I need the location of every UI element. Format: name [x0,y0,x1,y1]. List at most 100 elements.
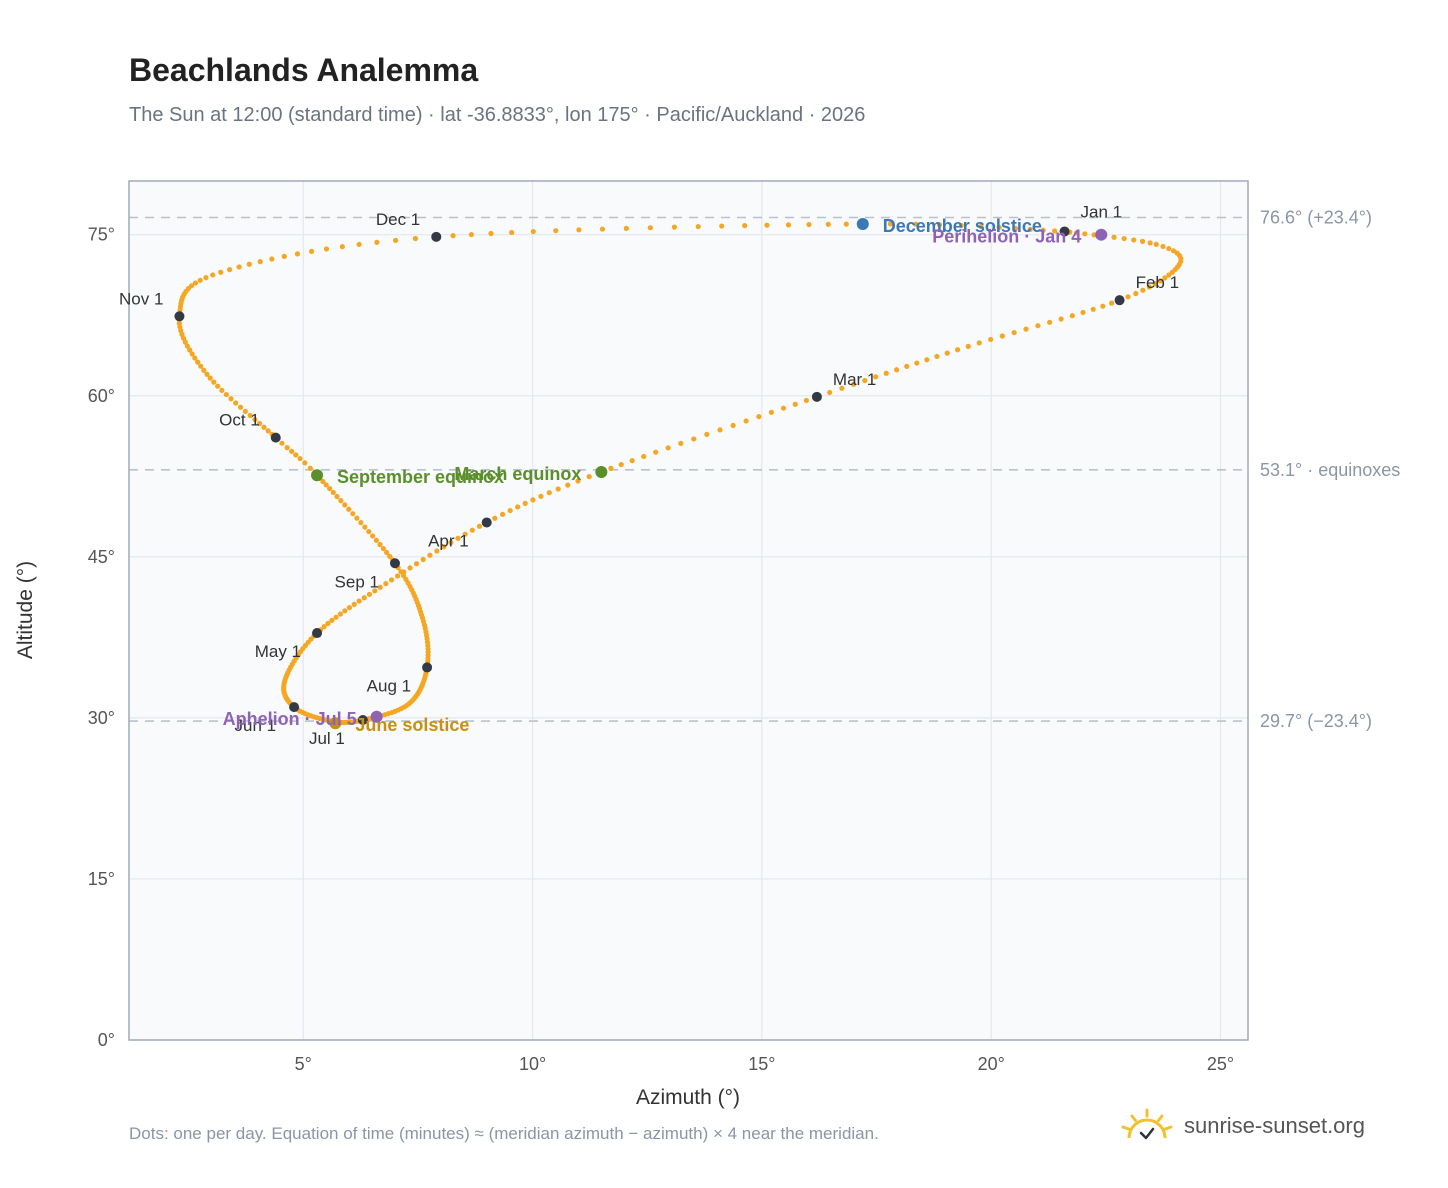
day-dot [265,428,271,434]
day-dot [223,391,229,398]
day-dot [1160,243,1166,250]
day-dot [976,340,982,346]
day-dot [377,584,383,590]
day-dot [192,280,199,286]
day-dot [1147,240,1153,246]
day-dot [308,248,315,254]
day-dot [1146,284,1152,290]
y-tick-label: 75° [88,225,115,245]
day-dot [913,221,919,227]
day-dot [988,336,994,343]
day-dot [954,347,961,353]
day-dot [934,353,940,360]
day-dot [374,239,380,245]
day-dot [1027,226,1033,233]
day-dot [1166,272,1172,278]
month-marker [481,517,492,528]
day-dot [211,379,217,385]
day-dot [717,427,723,433]
day-dot [530,228,536,235]
day-dot [641,453,647,460]
day-dot [678,440,684,447]
day-dot [756,414,762,420]
day-dot [873,374,879,380]
day-dot [377,541,383,548]
month-markers: Jan 1 Feb 1 Mar 1 Apr 1 May 1 Jun 1 Jul 1 Aug 1… [119,202,1179,748]
analemma-path [176,221,1184,726]
day-dot [1111,234,1117,240]
day-dot [839,385,845,391]
brand-logo[interactable]: sunrise-sunset.org [1120,1106,1365,1146]
day-dot [197,277,203,283]
day-dot [380,545,386,552]
day-dot [1139,238,1146,244]
day-dot [575,478,581,484]
day-dot [346,506,352,512]
footnote: Dots: one per day. Equation of time (min… [129,1124,879,1143]
month-label: Dec 1 [376,210,420,229]
day-dot [883,370,889,376]
y-tick-label: 15° [88,869,115,889]
day-dot [226,267,233,273]
day-dot [257,259,263,265]
day-dot [1153,241,1159,247]
day-dot [323,246,330,252]
day-dot [1047,319,1053,325]
day-dot [356,241,362,248]
day-dot [215,383,221,389]
day-dot [1012,225,1019,232]
day-dot [187,347,193,353]
day-dot [827,389,833,396]
day-dot [207,375,213,381]
day-dot [294,251,301,257]
reference-lines: 76.6° (+23.4°) 53.1° · equinoxes 29.7° (−2… [129,208,1400,731]
event-marker [856,217,869,230]
day-dot [327,485,333,492]
day-dot [420,556,426,563]
day-dot [730,422,736,429]
event-marker [329,717,342,730]
day-dot [184,343,190,349]
day-dot [1040,227,1046,233]
month-label: Nov 1 [119,289,163,308]
day-dot [1011,329,1017,336]
day-dot [825,221,831,227]
day-dot [401,573,407,579]
day-dot [195,359,201,365]
day-dot [242,408,248,415]
day-dot [691,436,697,442]
day-dot [188,283,195,289]
day-dot [653,449,659,455]
day-dot [1069,313,1075,319]
day-dot [394,573,401,579]
day-dot [719,223,725,229]
month-label: Oct 1 [219,411,260,430]
day-dot [427,552,433,558]
day-dot [201,367,207,373]
day-dot [302,460,308,466]
day-dot [210,272,216,278]
day-dot [924,357,930,363]
day-dot [1090,306,1096,312]
day-dot [850,381,857,387]
day-dot [803,397,809,404]
day-dot [492,515,498,521]
event-markers: December solstice March equinoxSeptember … [223,216,1108,735]
month-label: Jul 1 [309,729,345,748]
chart-subtitle: The Sun at 12:00 (standard time) · lat -… [129,104,866,126]
month-marker [174,311,185,322]
month-marker [1114,295,1125,306]
day-dot [944,350,950,356]
day-dot [388,577,395,583]
day-dot [434,548,440,554]
day-dot [321,624,327,630]
day-dot [780,405,787,411]
day-dot [1152,281,1158,287]
day-dot [351,601,357,607]
y-tick-label: 45° [88,547,115,567]
event-label: Perihelion · Jan 4 [932,227,1081,247]
event-marker [311,469,324,482]
reference-line-label: 76.6° (+23.4°) [1260,208,1372,228]
day-dot [203,275,209,281]
day-dot [958,222,964,229]
